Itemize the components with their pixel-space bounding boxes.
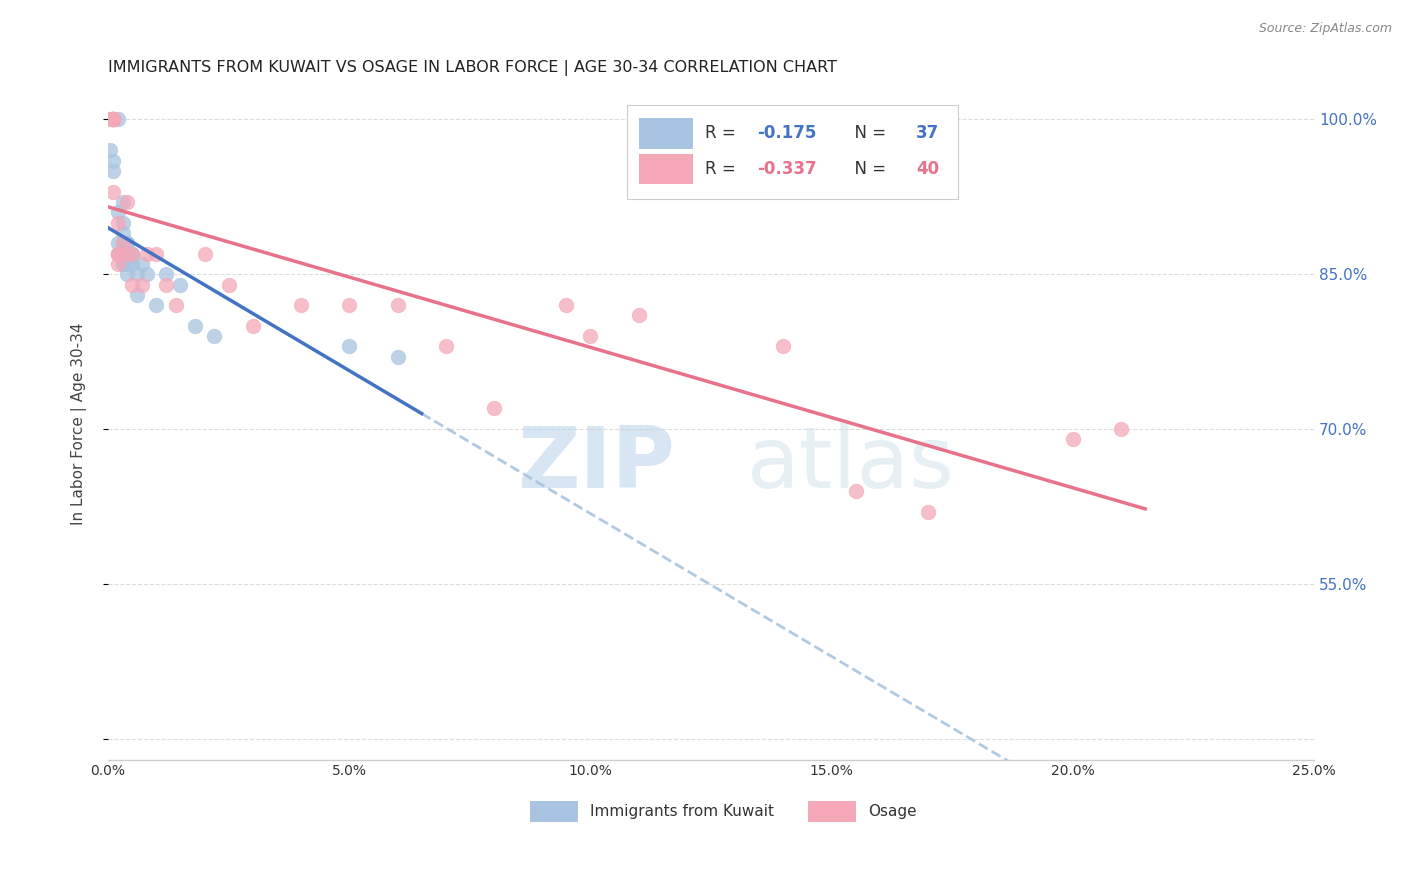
Point [101,112,124,127]
Point [107,246,129,260]
Point [111,236,134,251]
Point [1062,433,1084,447]
Point [555,298,578,312]
Point [111,257,134,271]
Point [145,298,167,312]
Point [111,246,134,260]
Point [107,205,129,219]
Point [121,246,143,260]
Point [917,505,939,519]
Point [387,298,409,312]
Point [387,350,409,364]
Text: 37: 37 [917,124,939,142]
Text: IMMIGRANTS FROM KUWAIT VS OSAGE IN LABOR FORCE | AGE 30-34 CORRELATION CHART: IMMIGRANTS FROM KUWAIT VS OSAGE IN LABOR… [108,60,837,76]
Point [117,236,139,251]
Point [101,112,124,127]
Point [101,112,124,127]
Point [434,339,457,353]
Point [135,267,157,281]
Point [101,112,124,127]
Point [100,112,122,127]
Point [107,246,129,260]
Point [155,277,177,292]
Point [117,246,139,260]
Point [1109,422,1132,436]
Point [101,112,124,127]
Point [121,246,143,260]
FancyBboxPatch shape [807,800,856,822]
Point [101,112,124,127]
FancyBboxPatch shape [638,154,693,185]
Point [117,194,139,209]
Point [155,267,177,281]
Point [579,329,602,343]
Point [627,309,650,323]
Point [845,484,868,499]
Point [107,246,129,260]
Point [121,277,143,292]
Point [145,246,167,260]
Point [218,277,240,292]
Point [111,257,134,271]
Point [117,257,139,271]
Point [101,112,124,127]
Point [337,339,360,353]
Point [193,246,215,260]
Point [101,164,124,178]
Point [169,277,191,292]
Point [131,257,153,271]
FancyBboxPatch shape [627,105,959,199]
Text: ZIP: ZIP [517,423,675,506]
Text: R =: R = [704,160,741,178]
Point [111,194,134,209]
FancyBboxPatch shape [638,119,693,149]
Text: Osage: Osage [868,804,917,819]
Text: 40: 40 [917,160,939,178]
Point [111,246,134,260]
Point [290,298,312,312]
Point [125,288,148,302]
Point [482,401,505,416]
Point [117,246,139,260]
Point [121,246,143,260]
Point [101,112,124,127]
Text: Source: ZipAtlas.com: Source: ZipAtlas.com [1258,22,1392,36]
Point [111,215,134,229]
Point [117,236,139,251]
Point [165,298,187,312]
Point [125,267,148,281]
Text: R =: R = [704,124,741,142]
Text: -0.337: -0.337 [756,160,817,178]
Point [107,236,129,251]
Point [101,112,124,127]
Point [121,257,143,271]
Point [107,112,129,127]
Point [117,267,139,281]
Point [111,236,134,251]
Point [107,257,129,271]
Point [107,246,129,260]
Text: atlas: atlas [747,423,955,506]
Point [101,153,124,168]
Point [772,339,794,353]
Point [242,318,264,333]
Point [131,277,153,292]
Point [202,329,225,343]
Y-axis label: In Labor Force | Age 30-34: In Labor Force | Age 30-34 [72,323,87,525]
FancyBboxPatch shape [530,800,578,822]
Point [337,298,360,312]
Point [135,246,157,260]
Point [101,185,124,199]
Text: -0.175: -0.175 [756,124,817,142]
Text: Immigrants from Kuwait: Immigrants from Kuwait [591,804,775,819]
Text: N =: N = [844,124,891,142]
Point [111,226,134,240]
Text: N =: N = [844,160,891,178]
Point [184,318,207,333]
Point [100,143,122,157]
Point [107,215,129,229]
Point [117,246,139,260]
